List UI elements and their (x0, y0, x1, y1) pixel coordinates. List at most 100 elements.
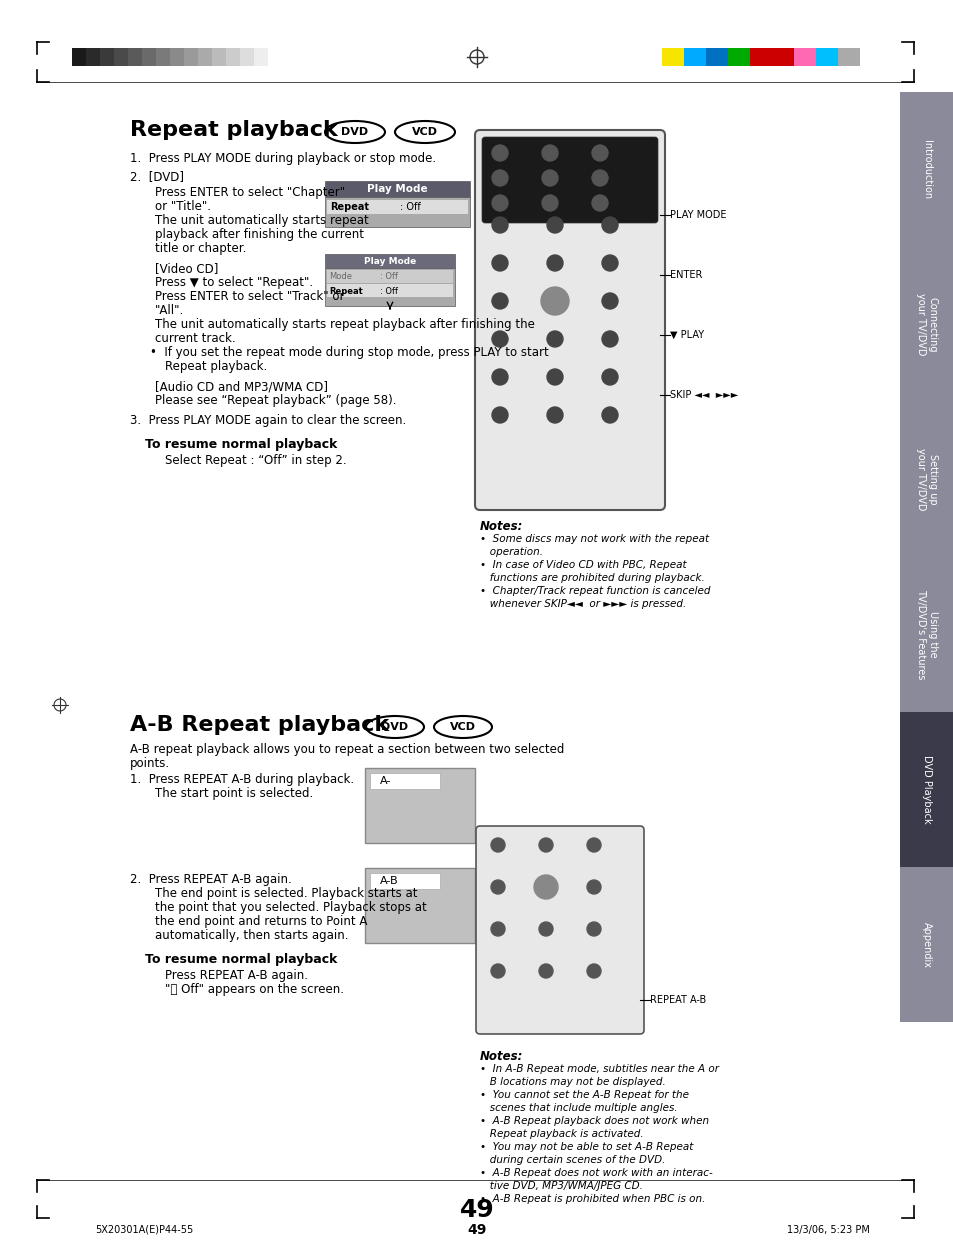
Text: Using the
TV/DVD's Features: Using the TV/DVD's Features (915, 589, 937, 680)
Text: scenes that include multiple angles.: scenes that include multiple angles. (479, 1103, 677, 1113)
Text: 2.  [DVD]: 2. [DVD] (130, 170, 184, 183)
Circle shape (534, 875, 558, 899)
Circle shape (492, 293, 507, 308)
Text: Setting up
your TV/DVD: Setting up your TV/DVD (915, 448, 937, 511)
Text: 13/3/06, 5:23 PM: 13/3/06, 5:23 PM (786, 1225, 869, 1235)
Text: title or chapter.: title or chapter. (154, 242, 246, 256)
Text: •  Some discs may not work with the repeat: • Some discs may not work with the repea… (479, 534, 708, 544)
Bar (899, 867, 953, 1022)
Circle shape (601, 217, 618, 233)
Bar (86, 48, 100, 65)
Bar (793, 48, 815, 65)
Text: The unit automatically starts repeat: The unit automatically starts repeat (154, 214, 369, 227)
Bar (661, 48, 683, 65)
Circle shape (491, 838, 504, 852)
Text: SKIP ◄◄  ►►►: SKIP ◄◄ ►►► (669, 390, 738, 400)
Circle shape (601, 369, 618, 385)
Text: •  Chapter/Track repeat function is canceled: • Chapter/Track repeat function is cance… (479, 585, 710, 596)
Bar (899, 247, 953, 402)
FancyBboxPatch shape (476, 826, 643, 1034)
Text: Select Repeat : “Off” in step 2.: Select Repeat : “Off” in step 2. (165, 454, 346, 467)
Text: points.: points. (130, 757, 170, 771)
Bar (253, 48, 268, 65)
Bar (240, 48, 253, 65)
Text: the point that you selected. Playback stops at: the point that you selected. Playback st… (154, 901, 426, 914)
Text: Repeat playback is activated.: Repeat playback is activated. (479, 1129, 643, 1139)
Text: Please see “Repeat playback” (page 58).: Please see “Repeat playback” (page 58). (154, 394, 396, 407)
Bar (727, 48, 749, 65)
Circle shape (538, 838, 553, 852)
Text: Press REPEAT A-B again.: Press REPEAT A-B again. (165, 969, 308, 982)
Text: Repeat: Repeat (330, 201, 369, 212)
Bar (268, 48, 282, 65)
Text: A-: A- (379, 776, 391, 786)
Text: A-B repeat playback allows you to repeat a section between two selected: A-B repeat playback allows you to repeat… (130, 743, 564, 755)
Text: tive DVD, MP3/WMA/JPEG CD.: tive DVD, MP3/WMA/JPEG CD. (479, 1181, 642, 1191)
Bar (370, 773, 439, 789)
Bar (899, 556, 953, 713)
Text: VCD: VCD (412, 127, 437, 137)
Circle shape (492, 256, 507, 271)
Text: during certain scenes of the DVD.: during certain scenes of the DVD. (479, 1155, 664, 1165)
Bar (100, 48, 113, 65)
Circle shape (586, 922, 600, 935)
Text: The end point is selected. Playback starts at: The end point is selected. Playback star… (154, 888, 417, 900)
Text: Press ENTER to select "Track" or: Press ENTER to select "Track" or (154, 290, 344, 303)
Circle shape (492, 145, 507, 161)
Text: B locations may not be displayed.: B locations may not be displayed. (479, 1076, 665, 1087)
Bar (170, 48, 184, 65)
Circle shape (601, 256, 618, 271)
Text: VCD: VCD (450, 721, 476, 731)
Circle shape (492, 331, 507, 347)
Text: •  A-B Repeat does not work with an interac-: • A-B Repeat does not work with an inter… (479, 1168, 712, 1178)
Bar (899, 713, 953, 867)
Bar (184, 48, 198, 65)
Text: Play Mode: Play Mode (367, 184, 427, 194)
Text: Repeat: Repeat (329, 287, 362, 296)
Text: Press ▼ to select "Repeat".: Press ▼ to select "Repeat". (154, 276, 313, 290)
Text: Connecting
your TV/DVD: Connecting your TV/DVD (915, 293, 937, 356)
Text: ▼ PLAY: ▼ PLAY (669, 330, 703, 340)
Bar (327, 269, 453, 283)
FancyBboxPatch shape (481, 137, 658, 223)
Bar (212, 48, 226, 65)
Text: A-B: A-B (379, 876, 398, 886)
Text: operation.: operation. (479, 546, 542, 556)
Circle shape (592, 195, 607, 212)
Circle shape (546, 217, 562, 233)
Text: functions are prohibited during playback.: functions are prohibited during playback… (479, 573, 704, 583)
Text: automatically, then starts again.: automatically, then starts again. (154, 929, 348, 942)
Text: •  A-B Repeat is prohibited when PBC is on.: • A-B Repeat is prohibited when PBC is o… (479, 1194, 704, 1204)
Text: •  You cannot set the A-B Repeat for the: • You cannot set the A-B Repeat for the (479, 1090, 688, 1100)
Text: current track.: current track. (154, 332, 235, 345)
Text: ENTER: ENTER (669, 269, 701, 279)
Text: •  In case of Video CD with PBC, Repeat: • In case of Video CD with PBC, Repeat (479, 560, 686, 570)
Bar (365, 768, 475, 844)
Text: The unit automatically starts repeat playback after finishing the: The unit automatically starts repeat pla… (154, 319, 535, 331)
Circle shape (541, 145, 558, 161)
Text: 49: 49 (459, 1199, 494, 1222)
Circle shape (586, 838, 600, 852)
Text: : Off: : Off (379, 272, 397, 281)
Bar (325, 196, 470, 227)
Text: [Video CD]: [Video CD] (154, 262, 218, 274)
Text: Notes:: Notes: (479, 1050, 523, 1063)
Text: [Audio CD and MP3/WMA CD]: [Audio CD and MP3/WMA CD] (154, 380, 328, 393)
Text: PLAY MODE: PLAY MODE (669, 210, 726, 220)
Circle shape (492, 369, 507, 385)
Circle shape (541, 170, 558, 186)
Text: 2.  Press REPEAT A-B again.: 2. Press REPEAT A-B again. (130, 872, 292, 886)
Text: To resume normal playback: To resume normal playback (145, 953, 337, 966)
Bar (198, 48, 212, 65)
Text: Notes:: Notes: (479, 520, 523, 533)
Circle shape (546, 331, 562, 347)
Bar (749, 48, 771, 65)
Text: Repeat playback: Repeat playback (130, 120, 337, 140)
Bar (705, 48, 727, 65)
Bar (327, 200, 468, 214)
Bar (71, 48, 86, 65)
Circle shape (592, 170, 607, 186)
Circle shape (546, 369, 562, 385)
Text: whenever SKIP◄◄  or ►►► is pressed.: whenever SKIP◄◄ or ►►► is pressed. (479, 599, 685, 609)
Text: or "Title".: or "Title". (154, 200, 211, 213)
